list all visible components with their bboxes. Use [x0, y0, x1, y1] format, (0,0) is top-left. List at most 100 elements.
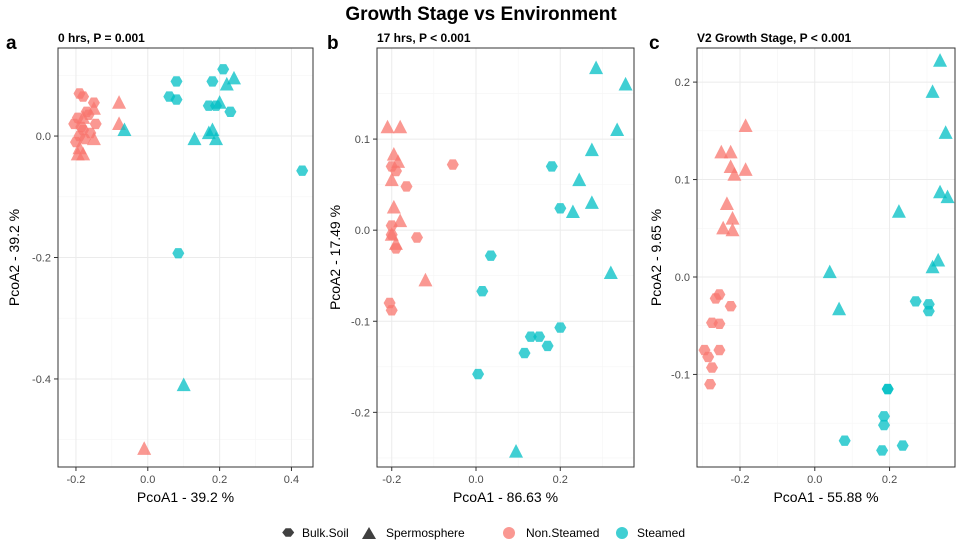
- spermosphere-point: [891, 204, 906, 218]
- y-tick-label: -0.2: [351, 407, 370, 419]
- spermosphere-point: [938, 125, 953, 139]
- x-tick-label: 0.4: [284, 474, 299, 486]
- bulk-soil-point: [881, 383, 894, 395]
- legend-triangle-marker: [362, 527, 376, 539]
- bulk-soil-point: [484, 250, 497, 261]
- bulk-soil-point: [89, 118, 102, 130]
- legend-non-steamed-swatch: [503, 527, 515, 539]
- bulk-soil-point: [554, 203, 567, 214]
- bulk-soil-point: [876, 445, 889, 456]
- legend-label-non-steamed: Non.Steamed: [526, 526, 599, 540]
- y-tick-label: 0.0: [675, 272, 690, 284]
- spermosphere-point: [70, 146, 85, 161]
- spermosphere-point: [384, 172, 399, 187]
- panel-a: -0.2 0.0 0.2 0.4 0.0 -0.2 -0.4 a 0 hrs, P = 0.00…: [6, 31, 314, 505]
- x-tick-label: 0.2: [212, 474, 227, 486]
- x-tick-label: 0.0: [807, 474, 822, 486]
- spermosphere-point: [738, 162, 753, 176]
- plot-panel-background: [696, 47, 956, 468]
- bulk-soil-point: [390, 165, 402, 177]
- bulk-soil-point: [713, 318, 726, 329]
- spermosphere-point: [589, 60, 604, 75]
- bulk-soil-point: [541, 340, 554, 352]
- panel-letter: a: [6, 33, 17, 54]
- spermosphere-point: [380, 119, 395, 134]
- bulk-soil-point: [172, 248, 185, 259]
- spermosphere-point: [565, 204, 580, 219]
- spermosphere-point: [723, 144, 738, 159]
- bulk-soil-point: [400, 181, 413, 192]
- x-tick-label: 0.0: [140, 474, 155, 486]
- bulk-soil-point: [545, 161, 558, 172]
- bulk-soil-point: [838, 435, 851, 446]
- plot-panel-border: [696, 47, 956, 468]
- spermosphere-point: [137, 441, 152, 455]
- y-tick-label: -0.1: [671, 369, 690, 381]
- spermosphere-point: [393, 213, 408, 228]
- y-tick-label: 0.0: [355, 225, 370, 237]
- bulk-soil-point: [385, 305, 398, 316]
- legend: Bulk.Soil Spermosphere Non.Steamed Steam…: [282, 526, 685, 540]
- bulk-soil-point: [909, 296, 922, 307]
- bulk-soil-point: [709, 293, 722, 304]
- legend-color-item-steamed: Steamed: [616, 526, 685, 540]
- spermosphere-point: [925, 259, 940, 274]
- y-tick-label: 0.1: [675, 175, 690, 187]
- spermosphere-point: [933, 53, 948, 67]
- bulk-soil-point: [446, 159, 459, 170]
- bulk-soil-point: [217, 64, 230, 75]
- spermosphere-point: [925, 84, 940, 98]
- spermosphere-point: [572, 172, 587, 187]
- y-tick-label: 0.0: [36, 131, 51, 143]
- panel-b: -0.2 0.0 0.2 0.1 0.0 -0.1 -0.2 b 17 hrs, P < 0.0…: [327, 31, 635, 505]
- spermosphere-point: [618, 76, 633, 91]
- legend-label-bulk-soil: Bulk.Soil: [302, 526, 349, 540]
- x-axis-title: PcoA1 - 55.88 %: [773, 489, 878, 505]
- panel-letter: b: [327, 33, 339, 54]
- bulk-soil-point: [385, 220, 398, 231]
- y-tick-label: 0.1: [355, 134, 370, 146]
- spermosphere-point: [201, 125, 216, 140]
- spermosphere-point: [219, 76, 234, 91]
- spermosphere-point: [719, 196, 734, 210]
- spermosphere-point: [714, 144, 729, 159]
- spermosphere-point: [727, 167, 742, 181]
- spermosphere-point: [212, 95, 227, 109]
- x-tick-label: -0.2: [66, 474, 85, 486]
- spermosphere-point: [384, 227, 399, 241]
- spermosphere-point: [187, 131, 202, 146]
- spermosphere-point: [391, 154, 406, 168]
- bulk-soil-point: [702, 351, 715, 363]
- x-tick-label: -0.2: [731, 474, 750, 486]
- spermosphere-point: [76, 110, 91, 124]
- panel-subtitle: 0 hrs, P = 0.001: [58, 31, 145, 45]
- legend-steamed-swatch: [616, 527, 628, 539]
- x-tick-label: 0.2: [882, 474, 897, 486]
- spermosphere-point: [209, 131, 224, 146]
- bulk-soil-point: [476, 286, 489, 297]
- bulk-soil-point: [296, 165, 309, 176]
- y-axis-title: PcoA2 - 9.65 %: [648, 209, 664, 306]
- legend-label-steamed: Steamed: [637, 526, 685, 540]
- bulk-soil-point: [878, 419, 890, 431]
- x-tick-label: -0.2: [382, 474, 401, 486]
- x-tick-label: 0.0: [468, 474, 483, 486]
- spermosphere-point: [725, 211, 740, 225]
- spermosphere-point: [86, 131, 101, 146]
- plot-panel-border: [57, 47, 314, 468]
- plot-panel-background: [376, 47, 635, 468]
- spermosphere-point: [832, 301, 847, 316]
- panel-subtitle: 17 hrs, P < 0.001: [377, 31, 471, 45]
- bulk-soil-point: [554, 322, 567, 333]
- bulk-soil-point: [533, 331, 546, 342]
- spermosphere-point: [716, 220, 731, 235]
- bulk-soil-point: [706, 362, 718, 373]
- plot-panel-border: [376, 47, 635, 468]
- legend-label-spermosphere: Spermosphere: [386, 526, 465, 540]
- bulk-soil-point: [713, 344, 726, 356]
- bulk-soil-point: [922, 305, 935, 317]
- bulk-soil-point: [472, 368, 485, 380]
- spermosphere-point: [86, 101, 101, 115]
- spermosphere-point: [738, 118, 753, 133]
